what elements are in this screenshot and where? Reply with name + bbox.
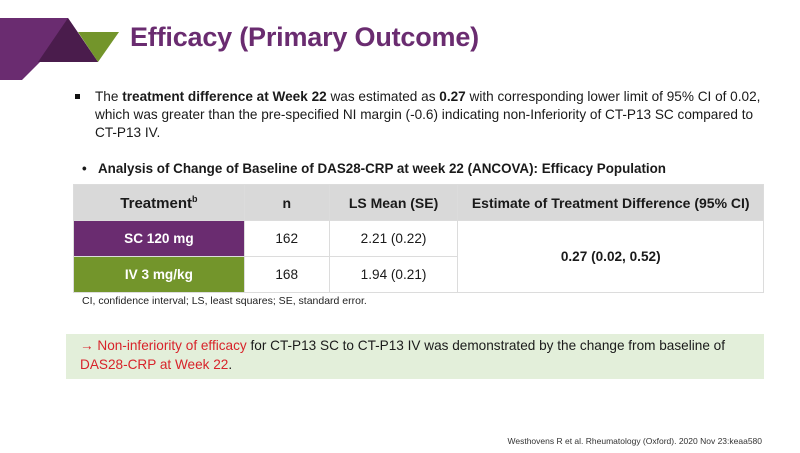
text-segment-bold: treatment difference at Week 22 xyxy=(122,89,327,104)
n-cell: 162 xyxy=(243,220,330,257)
square-bullet-icon xyxy=(75,94,80,99)
efficacy-table: Treatmentb n LS Mean (SE) Estimate of Tr… xyxy=(73,184,764,293)
citation: Westhovens R et al. Rheumatology (Oxford… xyxy=(507,436,762,446)
brand-logo-icon xyxy=(0,18,119,80)
treatment-cell-sc: SC 120 mg xyxy=(73,220,245,257)
conclusion-callout: → Non-inferiority of efficacy for CT-P13… xyxy=(66,334,764,379)
logo-green-triangle xyxy=(78,32,119,62)
header-estimate: Estimate of Treatment Difference (95% CI… xyxy=(457,184,764,221)
table-row: SC 120 mg 162 2.21 (0.22) 0.27 (0.02, 0.… xyxy=(73,220,764,293)
slide-title: Efficacy (Primary Outcome) xyxy=(130,22,479,52)
text-segment: was estimated as xyxy=(326,89,440,104)
treatment-cell-iv: IV 3 mg/kg xyxy=(73,256,245,293)
round-bullet-icon: • xyxy=(82,161,87,176)
text-segment: with corresponding lower limit of 95% CI… xyxy=(95,89,761,140)
logo-dark-triangle xyxy=(38,18,98,62)
ls-mean-cell: 2.21 (0.22) xyxy=(328,220,459,257)
estimate-cell: 0.27 (0.02, 0.52) xyxy=(457,220,764,293)
conclusion-highlight: Non-inferiority of efficacy xyxy=(97,338,247,353)
conclusion-end: . xyxy=(228,356,233,372)
header-ls-mean: LS Mean (SE) xyxy=(328,184,459,221)
conclusion-highlight: DAS28-CRP at Week 22 xyxy=(80,356,229,372)
footnote-marker: b xyxy=(192,193,198,204)
main-bullet: The treatment difference at Week 22 was … xyxy=(75,88,765,142)
main-bullet-text: The treatment difference at Week 22 was … xyxy=(95,88,765,142)
table-footnote: CI, confidence interval; LS, least squar… xyxy=(82,295,367,307)
n-cell: 168 xyxy=(243,256,330,293)
text-segment-bold: 0.27 xyxy=(439,89,466,104)
text-segment: The xyxy=(95,89,123,104)
header-n: n xyxy=(243,184,330,221)
table-caption-bullet: • Analysis of Change of Baseline of DAS28… xyxy=(82,161,666,176)
ls-mean-cell: 1.94 (0.21) xyxy=(328,256,459,293)
table-row: IV 3 mg/kg 168 1.94 (0.21) xyxy=(73,256,764,293)
table-caption: Analysis of Change of Baseline of DAS28-… xyxy=(98,161,666,176)
table-header-row: Treatmentb n LS Mean (SE) Estimate of Tr… xyxy=(73,184,764,221)
arrow-right-icon: → xyxy=(80,338,94,353)
conclusion-text: for CT-P13 SC to CT-P13 IV was demonstra… xyxy=(246,338,726,353)
header-treatment: Treatmentb xyxy=(73,184,245,221)
